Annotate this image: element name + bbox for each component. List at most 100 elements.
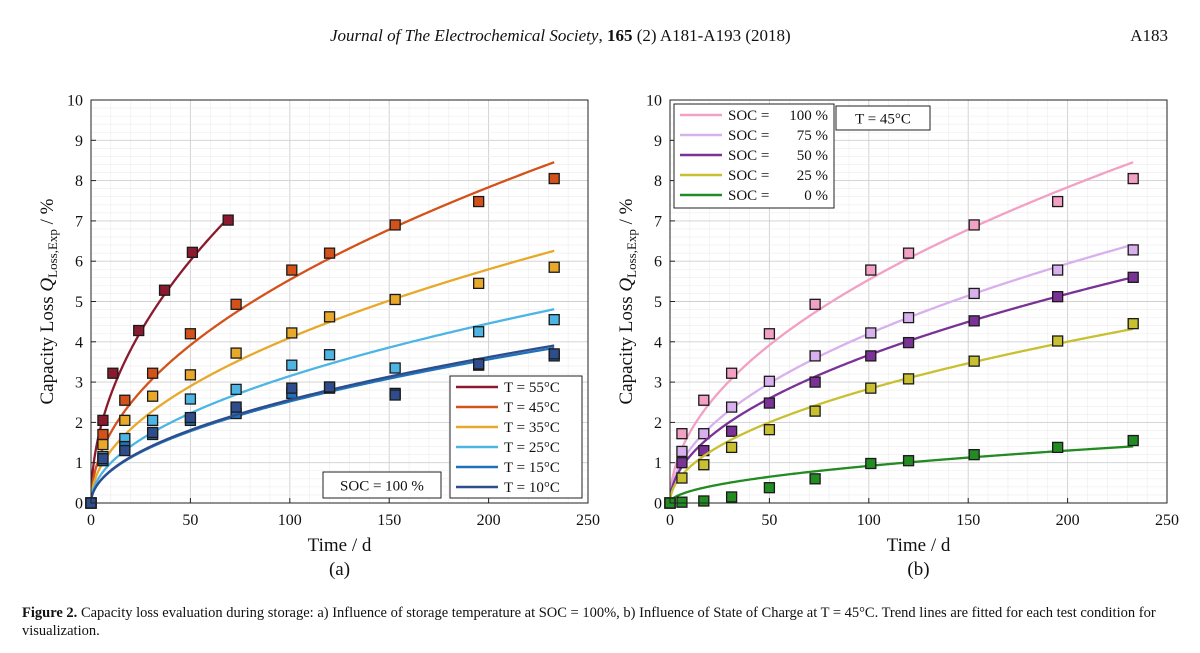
data-point — [676, 457, 688, 469]
data-point — [389, 389, 401, 401]
data-point — [222, 214, 234, 226]
chart-panel-a: 0 50 100 150 200 250 0 1 2 3 4 5 6 7 8 9 10 Time / d Capac… — [37, 93, 600, 581]
data-point — [1052, 335, 1064, 347]
y-tick-label: 4 — [654, 334, 662, 351]
data-point — [865, 327, 877, 339]
y-tick-label: 6 — [654, 254, 662, 271]
annotation-text: T = 45°C — [855, 112, 911, 128]
data-point — [902, 247, 915, 259]
data-point — [97, 438, 109, 451]
data-point — [119, 394, 131, 406]
data-point — [230, 298, 242, 310]
data-point — [968, 448, 980, 461]
legend-label-value: 100 % — [789, 108, 828, 124]
data-point — [676, 472, 688, 484]
legend-label-value: 50 % — [797, 148, 828, 164]
data-point — [902, 373, 915, 385]
data-point — [809, 405, 821, 417]
caption-label: Figure 2. — [22, 605, 78, 621]
x-tick-label: 150 — [956, 512, 980, 529]
data-point — [809, 473, 821, 485]
caption-text: Capacity loss evaluation during storage:… — [22, 605, 1156, 639]
data-point — [809, 376, 821, 388]
y-tick-label: 2 — [75, 415, 83, 432]
data-point — [133, 324, 145, 337]
data-point — [119, 444, 131, 457]
y-tick-label: 0 — [75, 496, 83, 513]
data-point — [763, 397, 776, 409]
y-tick-label: 6 — [75, 254, 83, 271]
x-tick-label: 0 — [87, 512, 95, 529]
data-point — [725, 425, 738, 437]
legend-label: SOC = — [728, 148, 769, 164]
series-5 — [85, 344, 560, 509]
series-2 — [664, 271, 1139, 509]
data-point — [97, 428, 109, 441]
data-point — [146, 426, 159, 439]
x-tick-label: 250 — [576, 512, 600, 529]
y-tick-label: 9 — [654, 133, 662, 150]
data-point — [97, 414, 109, 427]
data-point — [1127, 434, 1139, 447]
data-point — [286, 264, 298, 276]
data-point — [968, 315, 980, 327]
legend-label: SOC = — [728, 188, 769, 204]
data-point — [968, 219, 980, 231]
data-point — [230, 401, 242, 413]
panel-label: (b) — [907, 559, 929, 580]
data-point — [146, 414, 159, 427]
legend-label: SOC = — [728, 108, 769, 124]
data-point — [902, 311, 915, 324]
figure-caption: Figure 2. Capacity loss evaluation durin… — [22, 604, 1187, 640]
data-point — [676, 445, 688, 458]
data-point — [902, 455, 915, 467]
series-2 — [85, 249, 560, 509]
annotation-text: SOC = 100 % — [340, 479, 424, 495]
y-tick-label: 7 — [654, 213, 662, 230]
data-point — [186, 246, 199, 258]
x-tick-label: 50 — [182, 512, 198, 529]
data-point — [548, 172, 560, 185]
page-header: Journal of The Electrochemical Society, … — [0, 26, 1200, 50]
trend-line — [670, 161, 1134, 503]
data-point — [389, 362, 401, 374]
y-tick-label: 0 — [654, 496, 662, 513]
data-point — [725, 491, 738, 503]
data-point — [1127, 271, 1139, 283]
x-tick-label: 200 — [477, 512, 501, 529]
data-point — [158, 284, 171, 296]
journal-citation: Journal of The Electrochemical Society, … — [330, 26, 791, 45]
data-point — [230, 347, 242, 359]
data-point — [323, 247, 336, 259]
x-tick-label: 250 — [1155, 512, 1179, 529]
y-tick-label: 8 — [654, 173, 662, 190]
legend-label-value: 25 % — [797, 168, 828, 184]
y-tick-label: 1 — [654, 455, 662, 472]
x-tick-label: 100 — [857, 512, 881, 529]
data-point — [286, 382, 298, 394]
data-point — [389, 219, 401, 231]
data-point — [107, 367, 119, 379]
data-point — [968, 355, 980, 367]
data-point — [865, 457, 877, 470]
data-point — [902, 336, 915, 349]
y-axis-label: Capacity Loss QLoss,Exp / % — [616, 198, 639, 404]
data-point — [548, 313, 560, 326]
legend-label-value: 75 % — [797, 128, 828, 144]
data-point — [184, 411, 197, 424]
data-point — [548, 261, 560, 273]
data-point — [865, 264, 877, 276]
chart-panel-b: 0 50 100 150 200 250 0 1 2 3 4 5 6 7 8 9 10 Time / d Capac… — [616, 93, 1179, 581]
x-tick-label: 100 — [278, 512, 302, 529]
data-point — [1127, 318, 1139, 330]
legend-box — [449, 375, 583, 499]
data-point — [809, 350, 821, 362]
x-tick-label: 50 — [761, 512, 777, 529]
data-point — [676, 428, 688, 440]
legend-label: SOC = — [728, 128, 769, 144]
data-point — [763, 424, 776, 436]
x-tick-label: 0 — [666, 512, 674, 529]
y-tick-label: 2 — [654, 415, 662, 432]
y-tick-label: 10 — [67, 93, 83, 110]
